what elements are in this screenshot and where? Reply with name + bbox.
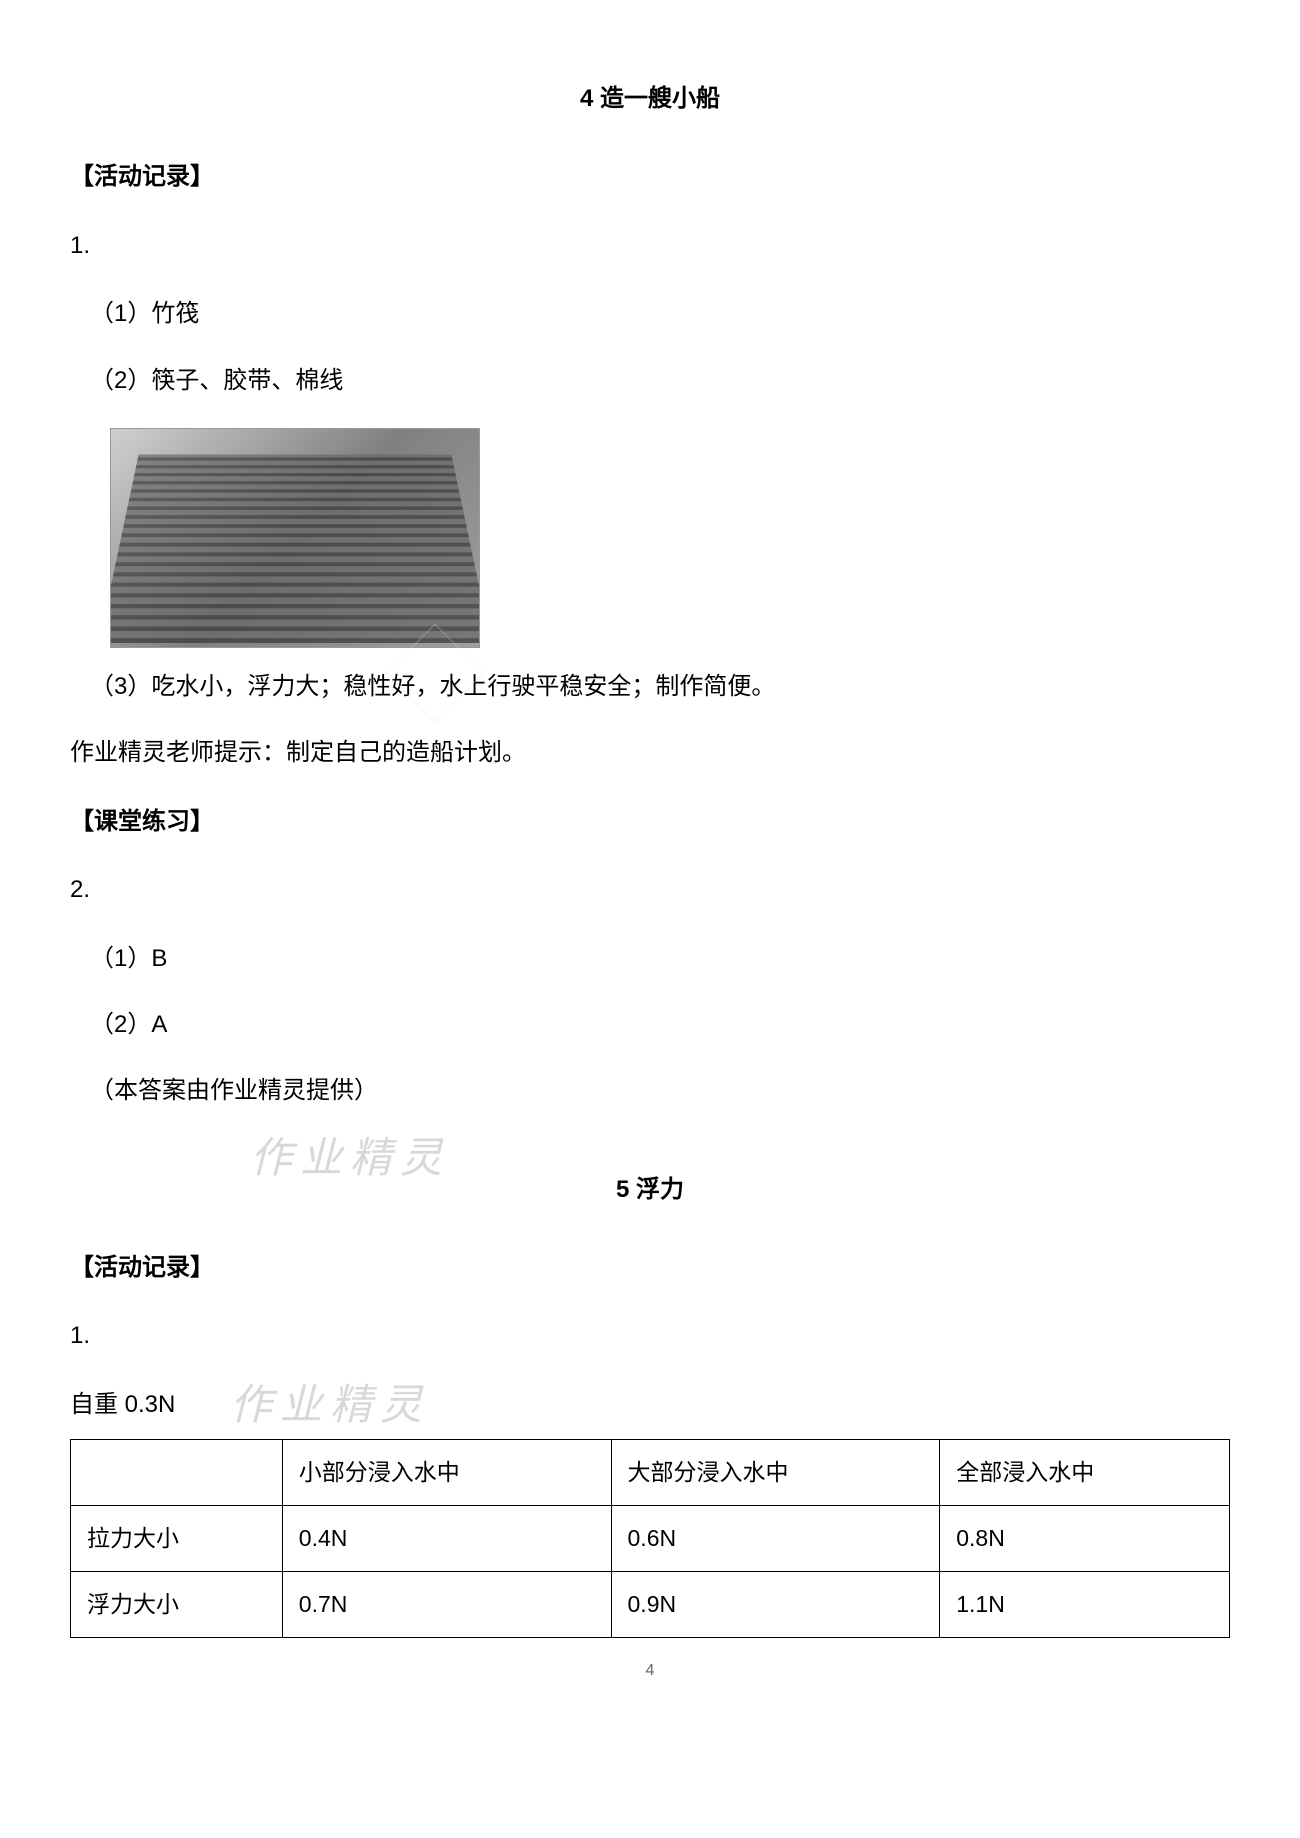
class-practice-header: 【课堂练习】 xyxy=(70,803,1230,841)
table-cell: 0.7N xyxy=(282,1571,611,1637)
answer-1-1: （1）竹筏 xyxy=(70,295,1230,333)
table-header-row: 小部分浸入水中 大部分浸入水中 全部浸入水中 xyxy=(71,1440,1230,1506)
table-cell: 0.8N xyxy=(940,1506,1230,1572)
table-header-cell: 全部浸入水中 xyxy=(940,1440,1230,1506)
table-header-cell: 大部分浸入水中 xyxy=(611,1440,940,1506)
table-header-cell: 小部分浸入水中 xyxy=(282,1440,611,1506)
table-header-cell xyxy=(71,1440,283,1506)
table-cell: 1.1N xyxy=(940,1571,1230,1637)
answer-2-2: （2）A xyxy=(70,1006,1230,1044)
bamboo-raft-image xyxy=(110,428,480,648)
answer-1-3: （3）吃水小，浮力大；稳性好，水上行驶平稳安全；制作简便。 xyxy=(70,668,1230,706)
question-2-number: 2. xyxy=(70,871,1230,909)
table-cell: 0.4N xyxy=(282,1506,611,1572)
answer-source-note: （本答案由作业精灵提供） xyxy=(70,1072,1230,1110)
table-row: 浮力大小 0.7N 0.9N 1.1N xyxy=(71,1571,1230,1637)
activity-record-header-1: 【活动记录】 xyxy=(70,158,1230,196)
table-row: 拉力大小 0.4N 0.6N 0.8N xyxy=(71,1506,1230,1572)
table-cell: 0.9N xyxy=(611,1571,940,1637)
table-cell: 拉力大小 xyxy=(71,1506,283,1572)
section-4-title: 4 造一艘小船 xyxy=(70,80,1230,118)
section-5-title: 5 浮力 xyxy=(70,1171,1230,1209)
activity-record-header-2: 【活动记录】 xyxy=(70,1249,1230,1287)
section5-q1-number: 1. xyxy=(70,1317,1230,1355)
buoyancy-data-table: 小部分浸入水中 大部分浸入水中 全部浸入水中 拉力大小 0.4N 0.6N 0.… xyxy=(70,1439,1230,1637)
teacher-tip: 作业精灵老师提示：制定自己的造船计划。 xyxy=(70,734,1230,772)
answer-1-2: （2）筷子、胶带、棉线 xyxy=(70,362,1230,400)
table-cell: 0.6N xyxy=(611,1506,940,1572)
table-cell: 浮力大小 xyxy=(71,1571,283,1637)
answer-2-1: （1）B xyxy=(70,940,1230,978)
question-1-number: 1. xyxy=(70,227,1230,265)
watermark-text-2: 作业精灵 xyxy=(230,1371,430,1438)
page-number: 4 xyxy=(70,1658,1230,1684)
